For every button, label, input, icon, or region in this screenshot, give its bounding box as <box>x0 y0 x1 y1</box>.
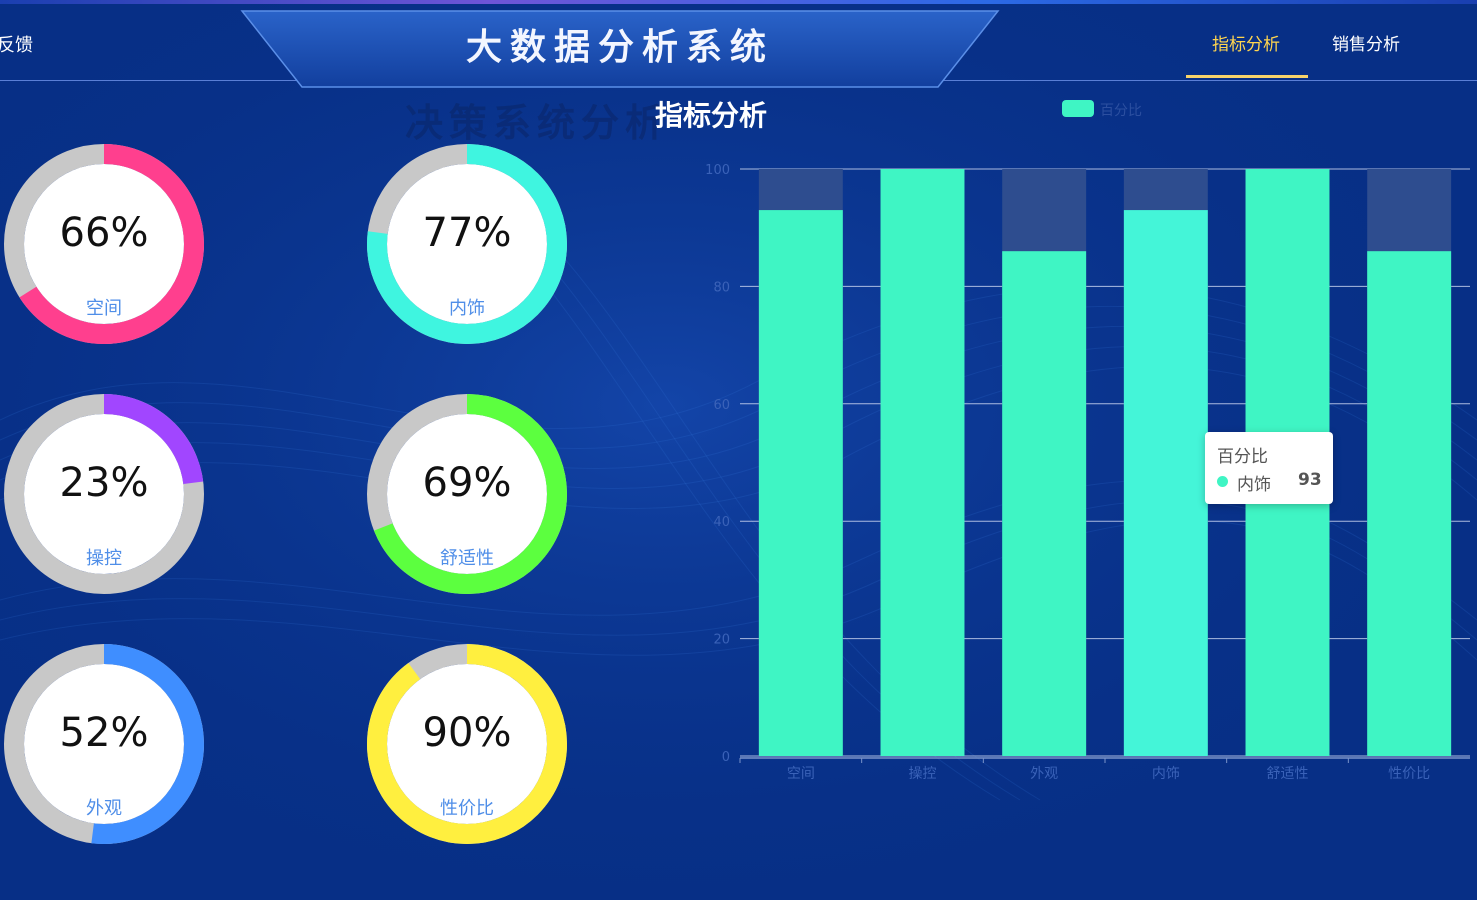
active-tab-underline <box>1186 75 1308 78</box>
ring-percent: 90% <box>422 710 512 756</box>
tooltip-title: 百分比 <box>1217 447 1268 467</box>
ring-progress-arc <box>4 144 204 344</box>
ring-center <box>24 414 184 574</box>
tooltip-category: 内饰 <box>1237 475 1271 495</box>
bar-background <box>880 169 965 756</box>
ring-percent: 66% <box>59 210 149 256</box>
bar-background <box>1367 169 1452 756</box>
x-tick-label: 性价比 <box>1388 766 1430 782</box>
x-tick-label: 空间 <box>787 766 815 782</box>
ring-percent: 52% <box>59 710 149 756</box>
ring-svg <box>367 644 567 844</box>
ring-percent: 77% <box>422 210 512 256</box>
ring-percent: 23% <box>59 460 149 506</box>
app-title: 大数据分析系统 <box>465 27 774 68</box>
bar[interactable] <box>1123 210 1208 757</box>
x-tick-label: 操控 <box>909 766 937 782</box>
ring-progress-arc <box>4 644 204 844</box>
ring-gauge-interior: 77% 内饰 <box>367 144 567 344</box>
nav-feedback-link[interactable]: 反馈 <box>0 35 33 56</box>
x-tick-label: 舒适性 <box>1267 766 1309 782</box>
tab-indicator-analysis[interactable]: 指标分析 <box>1212 35 1280 55</box>
ring-gauge-handling: 23% 操控 <box>4 394 204 594</box>
ring-label: 性价比 <box>440 798 494 819</box>
background-watermark-title: 决策系统分析 <box>405 101 670 145</box>
bar[interactable] <box>1002 251 1087 756</box>
ring-gauge-appearance: 52% 外观 <box>4 644 204 844</box>
ring-center <box>24 664 184 824</box>
ring-label: 舒适性 <box>440 548 494 569</box>
ring-center <box>387 664 547 824</box>
ring-progress-arc <box>4 394 204 594</box>
ring-center <box>24 164 184 324</box>
ring-progress-arc <box>367 644 567 844</box>
tab-sales-analysis[interactable]: 销售分析 <box>1332 35 1400 55</box>
ring-label: 外观 <box>86 798 122 819</box>
ring-center <box>387 164 547 324</box>
ring-label: 操控 <box>86 548 122 569</box>
y-tick-label: 100 <box>705 163 730 178</box>
bar[interactable] <box>758 210 843 757</box>
bar-background <box>1123 169 1208 756</box>
bar-background <box>1002 169 1087 756</box>
ring-label: 内饰 <box>449 298 485 319</box>
ring-center <box>387 414 547 574</box>
bar-background <box>758 169 843 756</box>
ring-svg <box>367 144 567 344</box>
ring-gauge-comfort: 69% 舒适性 <box>367 394 567 594</box>
title-plate <box>240 10 1000 88</box>
ring-svg <box>4 394 204 594</box>
ring-gauge-value: 90% 性价比 <box>367 644 567 844</box>
y-tick-label: 20 <box>713 633 730 648</box>
ring-progress-arc <box>367 144 567 344</box>
ring-svg <box>4 644 204 844</box>
bar[interactable] <box>1367 251 1452 756</box>
chart-tooltip: 百分比 内饰 93 <box>1205 432 1333 504</box>
ring-progress-arc <box>367 394 567 594</box>
bar[interactable] <box>880 169 965 756</box>
tooltip-value: 93 <box>1298 470 1322 490</box>
y-tick-label: 40 <box>713 515 730 530</box>
y-tick-label: 0 <box>722 750 730 765</box>
y-tick-label: 80 <box>713 280 730 295</box>
tooltip-series-dot <box>1217 476 1228 487</box>
legend-label[interactable]: 百分比 <box>1100 103 1142 119</box>
ring-percent: 69% <box>422 460 512 506</box>
x-tick-label: 外观 <box>1030 766 1058 782</box>
section-title: 指标分析 <box>655 99 768 132</box>
y-tick-label: 60 <box>713 398 730 413</box>
legend-swatch[interactable] <box>1062 100 1094 117</box>
ring-svg <box>4 144 204 344</box>
ring-gauge-space: 66% 空间 <box>4 144 204 344</box>
ring-label: 空间 <box>86 298 122 319</box>
x-tick-label: 内饰 <box>1152 766 1180 782</box>
ring-svg <box>367 394 567 594</box>
top-accent-line <box>0 0 1477 4</box>
